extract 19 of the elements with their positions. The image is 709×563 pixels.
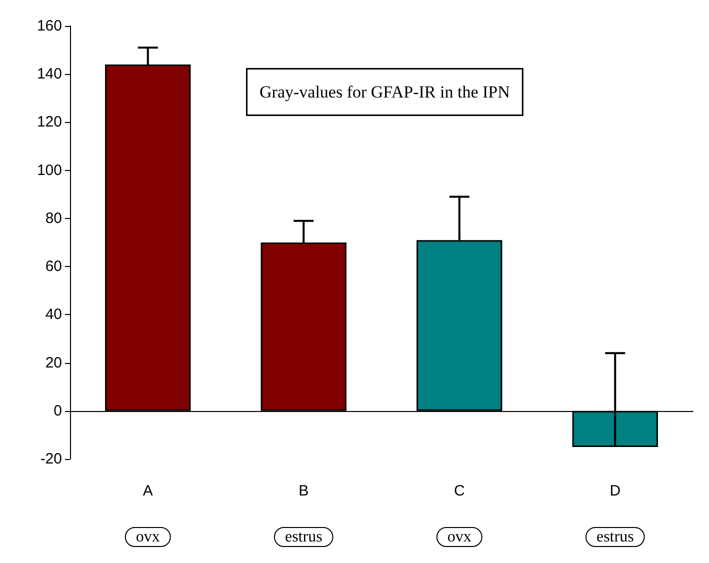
y-tick-label: 60 (45, 258, 62, 276)
text: ovx (136, 528, 160, 546)
y-tick-label: 160 (36, 18, 62, 34)
text: ovx (447, 528, 472, 546)
text: estrus (596, 528, 634, 546)
x-tick-label: D (610, 482, 621, 500)
y-tick-label: -20 (40, 450, 62, 468)
y-tick-label: 80 (45, 210, 62, 227)
y-tick-label: 20 (45, 354, 62, 372)
y-tick-label: 0 (54, 402, 62, 420)
y-tick-label: 100 (36, 162, 62, 179)
x-tick-label: B (298, 482, 309, 500)
x-tick-label: C (454, 482, 465, 500)
text: Gray-values for GFAP-IR in the IPN (260, 82, 510, 102)
y-tick-label: 120 (36, 114, 62, 131)
y-tick-label: 40 (45, 306, 62, 324)
x-tick-label: A (142, 482, 153, 500)
text: estrus (284, 528, 322, 546)
y-tick-label: 140 (36, 66, 62, 83)
